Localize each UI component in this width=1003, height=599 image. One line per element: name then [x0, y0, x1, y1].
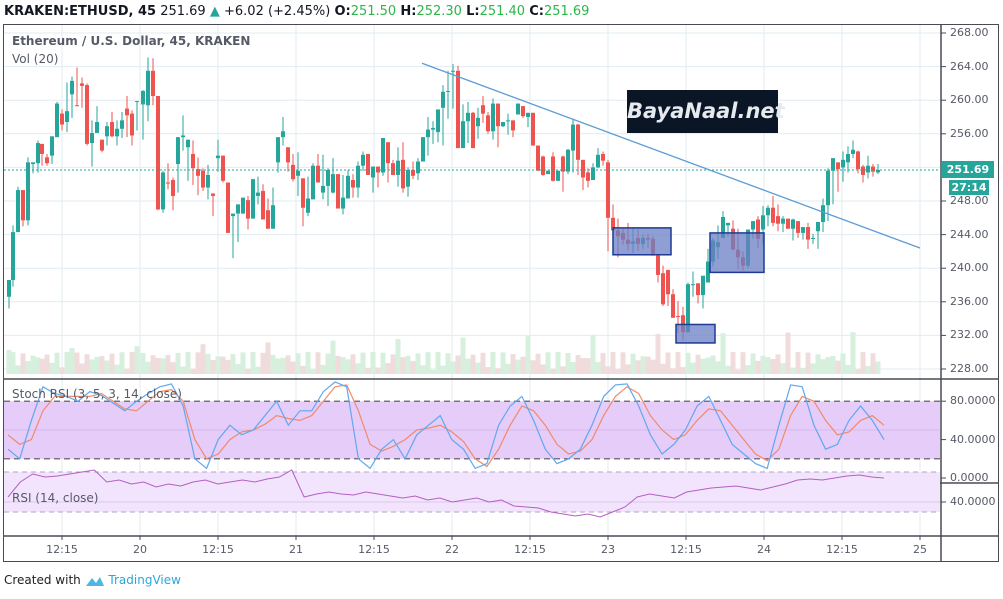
price-tick-label: 228.00	[950, 362, 989, 375]
tradingview-logo-icon	[85, 576, 104, 586]
open-value: 251.50	[350, 4, 397, 19]
trend-line	[421, 62, 921, 249]
highlight-box	[612, 227, 672, 256]
chart-frame	[3, 24, 999, 562]
time-tick-label: 24	[757, 543, 771, 556]
time-tick-label: 12:15	[670, 543, 702, 556]
price-tick-label: 248.00	[950, 194, 989, 207]
symbol-name[interactable]: KRAKEN:ETHUSD, 45	[4, 4, 157, 19]
high-label: H:	[400, 4, 417, 19]
highlight-box	[675, 323, 716, 344]
low-value: 251.40	[479, 4, 526, 19]
stoch-rsi-legend[interactable]: Stoch RSI (3, 5, 3, 14, close)	[12, 387, 182, 401]
time-tick-label: 20	[133, 543, 147, 556]
created-with-text: Created with	[4, 573, 81, 587]
tradingview-link[interactable]: TradingView	[108, 573, 181, 587]
bar-countdown-tag: 27:14	[949, 180, 989, 195]
volume-legend[interactable]: Vol (20)	[12, 52, 59, 66]
time-tick-label: 22	[445, 543, 459, 556]
time-tick-label: 12:15	[826, 543, 858, 556]
price-tick-label: 264.00	[950, 59, 989, 73]
stoch-tick-label: 0.0000	[950, 471, 989, 484]
rsi-tick-label: 40.0000	[950, 495, 996, 508]
up-triangle-icon: ▲	[209, 4, 220, 19]
highlight-box	[709, 232, 765, 274]
price-tick-label: 244.00	[950, 227, 989, 241]
current-price-tag: 251.69	[942, 161, 994, 178]
price-tick-label: 240.00	[950, 261, 989, 275]
time-tick-label: 23	[601, 543, 615, 556]
open-label: O:	[334, 4, 351, 19]
price-tick-label: 256.00	[950, 126, 989, 140]
symbol-header: KRAKEN:ETHUSD, 45 251.69 ▲ +6.02 (+2.45%…	[4, 2, 589, 22]
high-value: 252.30	[416, 4, 462, 19]
price-tick-label: 260.00	[950, 93, 989, 107]
price-tick-label: 236.00	[950, 294, 989, 308]
time-tick-label: 12:15	[46, 543, 78, 556]
stoch-tick-label: 40.0000	[950, 432, 996, 446]
main-series-legend[interactable]: Ethereum / U.S. Dollar, 45, KRAKEN	[12, 34, 251, 48]
price-tick-label: 232.00	[950, 328, 989, 342]
close-value: 251.69	[543, 4, 590, 19]
time-tick-label: 25	[913, 543, 927, 556]
price-tick-label: 268.00	[950, 26, 989, 39]
rsi-legend[interactable]: RSI (14, close)	[12, 491, 99, 505]
last-price: 251.69	[160, 4, 206, 19]
stoch-tick-label: 80.0000	[950, 394, 996, 408]
footer-credit: Created with TradingView	[4, 573, 181, 587]
time-tick-label: 21	[289, 543, 303, 556]
time-tick-label: 12:15	[514, 543, 546, 556]
close-label: C:	[529, 4, 544, 19]
time-tick-label: 12:15	[202, 543, 234, 556]
time-tick-label: 12:15	[358, 543, 390, 556]
price-change: +6.02 (+2.45%)	[224, 4, 331, 19]
watermark-logo: BayaNaal.net	[627, 90, 785, 133]
low-label: L:	[466, 4, 480, 19]
